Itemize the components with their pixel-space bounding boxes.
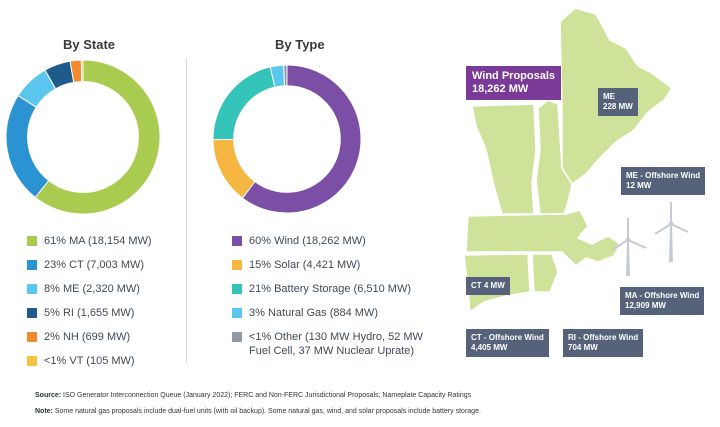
by-type-title: By Type xyxy=(275,37,325,52)
ct-offshore-label: CT - Offshore Wind 4,405 MW xyxy=(466,329,549,357)
legend-label: <1% VT (105 MW) xyxy=(44,355,135,367)
label-line: ME xyxy=(603,92,615,101)
legend-label: 21% Battery Storage (6,510 MW) xyxy=(249,283,412,295)
legend-swatch xyxy=(232,284,242,294)
me-offshore-label: ME - Offshore Wind 12 MW xyxy=(621,167,706,195)
by-type-donut-chart xyxy=(212,64,362,214)
legend-item-other: <1% Other (130 MW Hydro, 52 MW Fuel Cell… xyxy=(232,330,432,358)
legend-swatch xyxy=(27,284,37,294)
legend-label: 5% RI (1,655 MW) xyxy=(44,307,135,319)
legend-item-ri: 5% RI (1,655 MW) xyxy=(27,306,187,320)
label-line: MA - Offshore Wind xyxy=(625,291,700,300)
legend-item-me: 8% ME (2,320 MW) xyxy=(27,282,187,296)
legend-swatch xyxy=(27,308,37,318)
legend-item-ct: 23% CT (7,003 MW) xyxy=(27,258,187,272)
legend-item-solar: 15% Solar (4,421 MW) xyxy=(232,258,432,272)
legend-label: 15% Solar (4,421 MW) xyxy=(249,259,361,271)
label-line: 12,909 MW xyxy=(625,301,666,310)
wind-proposals-total: 18,262 MW xyxy=(472,83,529,95)
legend-item-ma: 61% MA (18,154 MW) xyxy=(27,234,187,248)
donut-slice-ma xyxy=(34,59,161,215)
legend-item-natural-gas: 3% Natural Gas (884 MW) xyxy=(232,306,432,320)
note-text: Some natural gas proposals include dual-… xyxy=(52,408,481,415)
legend-swatch xyxy=(27,260,37,270)
legend-item-wind: 60% Wind (18,262 MW) xyxy=(232,234,432,248)
source-label: Source: xyxy=(35,392,62,399)
by-state-title: By State xyxy=(63,37,116,52)
legend-label: 23% CT (7,003 MW) xyxy=(44,259,145,271)
donut-slice-other xyxy=(283,64,288,87)
ma-offshore-label: MA - Offshore Wind 12,909 MW xyxy=(620,287,705,315)
label-line: ME - Offshore Wind xyxy=(626,171,701,180)
label-line: 704 MW xyxy=(568,343,598,352)
source-footnote: Source: ISO Generator Interconnection Qu… xyxy=(35,392,471,399)
legend-item-battery: 21% Battery Storage (6,510 MW) xyxy=(232,282,432,296)
legend-swatch xyxy=(232,260,242,270)
wind-proposals-title: Wind Proposals xyxy=(472,70,556,82)
legend-label: 8% ME (2,320 MW) xyxy=(44,283,140,295)
legend-label: 61% MA (18,154 MW) xyxy=(44,235,152,247)
ct-onshore-label: CT 4 MW xyxy=(466,277,510,295)
donut-slice-battery-storage xyxy=(212,66,276,141)
ri-offshore-label: RI - Offshore Wind 704 MW xyxy=(563,329,644,357)
source-text: ISO Generator Interconnection Queue (Jan… xyxy=(61,392,472,399)
map-region-rhode-island xyxy=(531,253,559,293)
wind-turbine-icon xyxy=(611,218,647,276)
label-line: CT 4 MW xyxy=(471,281,505,290)
legend-label: 60% Wind (18,262 MW) xyxy=(249,235,366,247)
label-line: 4,405 MW xyxy=(471,343,508,352)
by-state-donut-chart xyxy=(5,59,161,215)
note-label: Note: xyxy=(35,408,53,415)
by-state-legend: 61% MA (18,154 MW) 23% CT (7,003 MW) 8% … xyxy=(27,234,187,378)
legend-label: 3% Natural Gas (884 MW) xyxy=(249,307,378,319)
map-region-new-hampshire xyxy=(535,99,573,215)
donut-slice-ct xyxy=(5,94,50,199)
donut-slice-wind xyxy=(241,64,362,214)
label-line: 12 MW xyxy=(626,181,652,190)
note-footnote: Note: Some natural gas proposals include… xyxy=(35,408,481,415)
legend-swatch xyxy=(232,236,242,246)
me-onshore-label: ME 228 MW xyxy=(598,88,638,116)
legend-swatch xyxy=(27,356,37,366)
section-divider xyxy=(186,58,187,363)
wind-turbine-icon xyxy=(654,202,689,262)
donut-slice-vt xyxy=(80,59,84,83)
label-line: CT - Offshore Wind xyxy=(471,333,544,342)
legend-swatch xyxy=(232,332,242,342)
map-region-vermont xyxy=(471,103,537,215)
label-line: 228 MW xyxy=(603,102,633,111)
legend-item-vt: <1% VT (105 MW) xyxy=(27,354,187,368)
donut-slice-solar xyxy=(212,138,256,199)
legend-swatch xyxy=(232,308,242,318)
legend-label: <1% Other (130 MW Hydro, 52 MW Fuel Cell… xyxy=(249,331,423,357)
legend-item-nh: 2% NH (699 MW) xyxy=(27,330,187,344)
wind-proposals-box: Wind Proposals 18,262 MW xyxy=(466,66,562,100)
legend-label: 2% NH (699 MW) xyxy=(44,331,131,343)
by-type-legend: 60% Wind (18,262 MW) 15% Solar (4,421 MW… xyxy=(232,234,432,368)
legend-swatch xyxy=(27,236,37,246)
legend-swatch xyxy=(27,332,37,342)
label-line: RI - Offshore Wind xyxy=(568,333,639,342)
